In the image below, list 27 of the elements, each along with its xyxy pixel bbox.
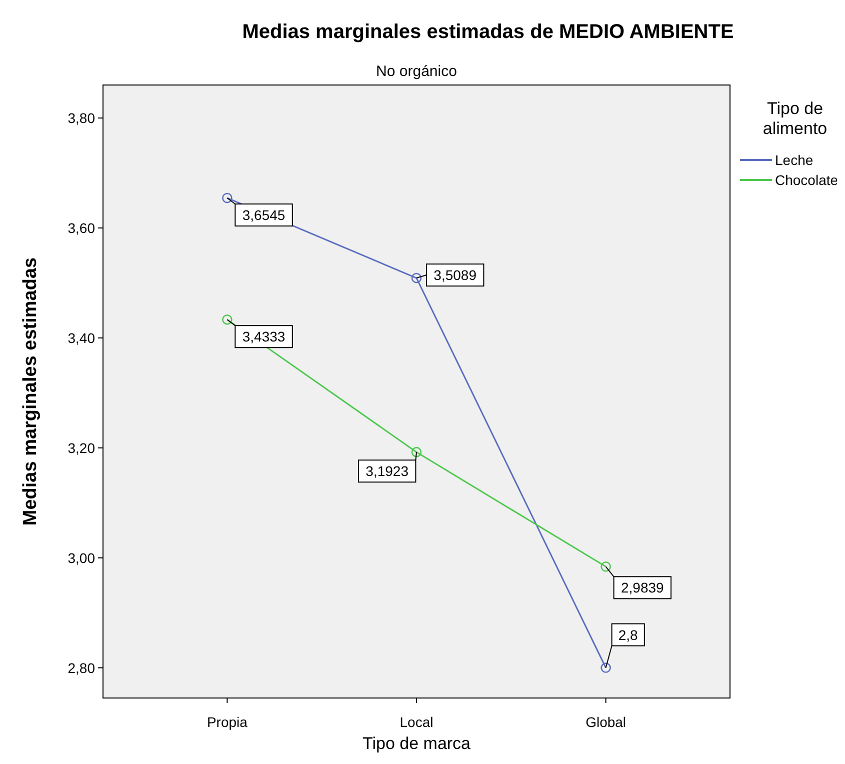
legend-label: Leche <box>775 152 814 168</box>
data-label: 2,9839 <box>621 580 664 596</box>
point <box>222 192 232 204</box>
point <box>600 562 611 572</box>
chart-title: Medias marginales estimadas de MEDIO AMBIENTE <box>242 21 734 43</box>
x-axis-title: Tipo de marca <box>362 734 472 753</box>
point <box>222 314 232 325</box>
point <box>411 446 422 458</box>
y-tick-label: 2,80 <box>68 660 96 676</box>
x-tick-label: Propia <box>206 714 248 730</box>
chart-subtitle: No orgánico <box>376 63 457 80</box>
data-label: 3,6545 <box>242 206 286 223</box>
legend-title: Tipo de alimento <box>762 99 828 138</box>
data-label: 3,5089 <box>434 267 477 284</box>
x-tick-label: Global <box>586 714 626 730</box>
y-tick-label: 3,60 <box>68 220 96 236</box>
data-label: 2,8 <box>618 626 638 643</box>
point <box>411 272 422 284</box>
y-tick-label: 3,20 <box>68 440 96 456</box>
y-tick-label: 3,40 <box>68 330 96 346</box>
y-tick-label: 3,80 <box>68 110 96 126</box>
point <box>600 662 611 673</box>
y-axis-title: Medias marginales estimadas <box>20 257 41 526</box>
data-label: 3,1923 <box>366 463 409 480</box>
data-label: 3,4333 <box>242 328 286 345</box>
y-tick-label: 3,00 <box>68 550 96 566</box>
x-tick-label: Local <box>400 714 434 730</box>
